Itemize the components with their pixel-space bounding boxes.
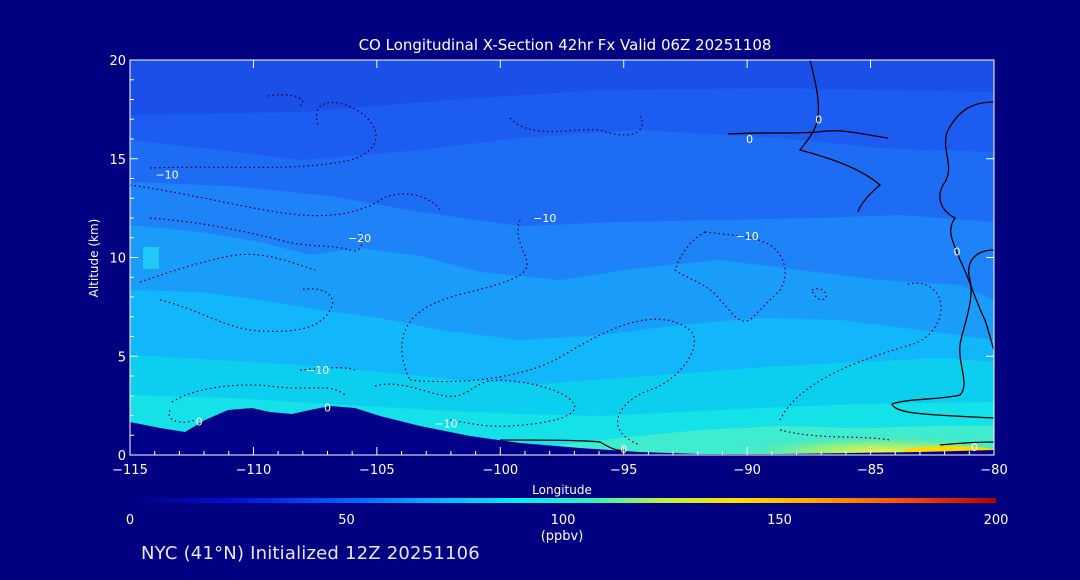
colorbar-ticks: 0 50 100 150 200	[126, 513, 1009, 528]
solid-contours	[499, 60, 994, 452]
contour-label: −20	[348, 232, 371, 245]
contour-label: 0	[971, 441, 978, 454]
colorbar	[130, 498, 996, 503]
contour-label: −10	[736, 230, 759, 243]
solid-contour	[891, 249, 994, 419]
colorbar-tick-label: 0	[126, 513, 134, 528]
colorbar-tick-label: 100	[551, 513, 576, 528]
x-tick-label: −80	[980, 463, 1007, 478]
contour-label: −10	[306, 364, 329, 377]
solid-contour	[939, 101, 994, 351]
contour-label: 0	[953, 246, 960, 259]
colorbar-tick-label: 150	[767, 513, 792, 528]
solid-contour	[727, 130, 889, 139]
dotted-contour	[779, 429, 891, 441]
dotted-contour	[509, 114, 643, 136]
contour-label: −10	[434, 417, 457, 430]
contour-label: 0	[746, 133, 753, 146]
dotted-contours	[130, 94, 942, 446]
local-patch	[143, 247, 159, 269]
dotted-contour	[159, 288, 334, 332]
y-axis-label: Altitude (km)	[87, 219, 101, 298]
contour-label: 0	[196, 415, 203, 428]
x-tick-label: −105	[359, 463, 395, 478]
y-tick-label: 10	[109, 252, 126, 267]
y-tick-label: 5	[118, 350, 126, 365]
y-tick-label: 20	[109, 54, 126, 69]
chart-title: CO Longitudinal X-Section 42hr Fx Valid …	[359, 36, 772, 54]
dotted-contour	[811, 288, 827, 301]
dotted-contour	[149, 217, 363, 252]
y-tick-label: 15	[109, 153, 126, 168]
contour-label: 0	[324, 402, 331, 415]
colorbar-tick-label: 200	[984, 513, 1009, 528]
x-tick-label: −100	[482, 463, 518, 478]
x-tick-label: −85	[857, 463, 884, 478]
x-tick-label: −95	[610, 463, 637, 478]
x-tick-label: −90	[733, 463, 760, 478]
solid-contour	[939, 441, 994, 446]
dotted-contour	[299, 367, 356, 371]
x-tick-label: −115	[112, 463, 148, 478]
footer-caption: NYC (41°N) Initialized 12Z 20251106	[141, 543, 480, 564]
colorbar-label: (ppbv)	[541, 529, 584, 544]
x-tick-label: −110	[236, 463, 272, 478]
y-tick-label: 0	[118, 449, 126, 464]
terrain	[130, 406, 994, 455]
dotted-contour	[674, 231, 786, 322]
dotted-contour	[779, 282, 942, 421]
solid-contour	[798, 60, 882, 213]
y-axis: 0 5 10 15 20	[109, 54, 994, 464]
dotted-contour	[374, 379, 576, 427]
contour-label: −10	[155, 169, 178, 182]
contour-label: −10	[533, 212, 556, 225]
x-axis: −115 −110 −105 −100 −95 −90 −85 −80	[112, 60, 1008, 478]
dotted-contour	[171, 384, 346, 403]
contour-label: 0	[815, 113, 822, 126]
solid-contour	[499, 439, 626, 452]
dotted-contour	[168, 409, 196, 423]
colorbar-tick-label: 50	[338, 513, 355, 528]
x-axis-label: Longitude	[532, 483, 592, 497]
dotted-contour	[267, 94, 303, 107]
